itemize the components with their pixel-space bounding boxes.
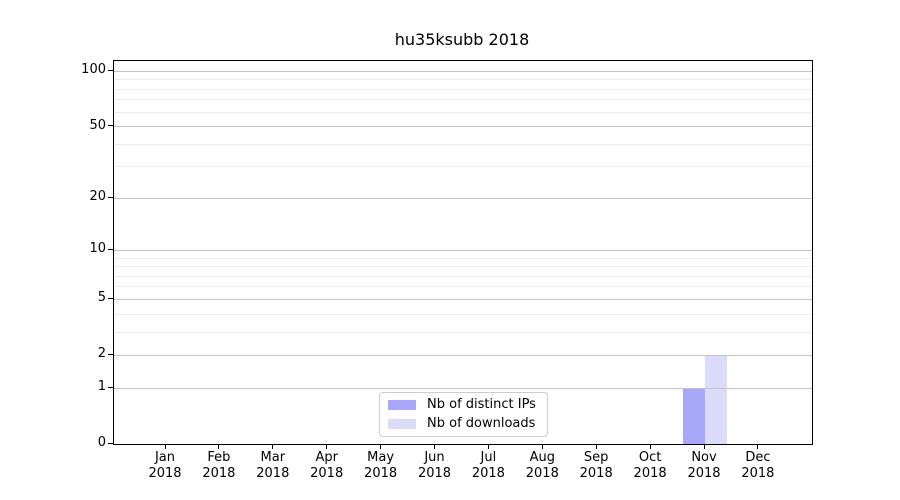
gridline-minor	[114, 286, 812, 288]
gridline-minor	[114, 166, 812, 168]
gridline-minor	[114, 111, 812, 113]
y-axis-tick	[108, 386, 113, 388]
x-tick-label: Aug 2018	[525, 450, 559, 481]
x-axis-tick	[218, 444, 220, 449]
gridline-minor	[114, 331, 812, 333]
gridline-minor	[114, 313, 812, 315]
chart-title: hu35ksubb 2018	[394, 30, 530, 49]
gridline-minor	[114, 275, 812, 277]
gridline-minor	[114, 266, 812, 268]
bar-downloads	[705, 355, 727, 444]
x-tick-label: Sep 2018	[579, 450, 613, 481]
y-tick-label: 5	[97, 290, 106, 306]
x-axis-tick	[272, 444, 274, 449]
x-axis-tick	[595, 444, 597, 449]
gridline-major	[114, 354, 812, 356]
x-axis-tick	[434, 444, 435, 449]
bar-distinct-ips	[683, 388, 705, 444]
gridline-minor	[114, 88, 812, 90]
y-axis-tick	[108, 442, 113, 444]
legend-label-distinct-ips: Nb of distinct IPs	[427, 397, 536, 412]
x-tick-label: Dec 2018	[741, 450, 775, 481]
x-tick-label: Mar 2018	[256, 450, 290, 481]
x-axis-tick	[541, 444, 543, 449]
y-tick-label: 1	[97, 379, 106, 395]
gridline-major	[114, 197, 812, 199]
y-tick-label: 100	[81, 62, 106, 78]
x-tick-label: Apr 2018	[310, 450, 344, 481]
x-tick-label: Nov 2018	[687, 450, 721, 481]
x-tick-label: Jan 2018	[148, 450, 182, 481]
y-axis-tick	[108, 248, 113, 250]
x-axis-tick	[703, 444, 705, 449]
y-tick-label: 10	[89, 241, 106, 257]
legend-item-downloads: Nb of downloads	[388, 416, 539, 432]
x-tick-label: Feb 2018	[202, 450, 236, 481]
x-tick-label: May 2018	[364, 450, 398, 481]
gridline-major	[114, 249, 812, 251]
y-axis-tick	[108, 69, 113, 71]
gridline-minor	[114, 79, 812, 81]
y-axis-tick	[108, 353, 113, 355]
gridline-major	[114, 298, 812, 300]
x-axis-tick	[326, 444, 328, 449]
gridline-major	[114, 70, 812, 72]
y-axis-tick	[108, 125, 113, 127]
y-tick-label: 2	[97, 346, 106, 362]
legend-item-distinct-ips: Nb of distinct IPs	[388, 397, 539, 413]
x-tick-label: Jul 2018	[471, 450, 505, 481]
y-tick-label: 0	[97, 435, 106, 450]
x-axis-tick	[164, 444, 166, 449]
plot-area	[113, 60, 813, 445]
legend-swatch-downloads-icon	[388, 419, 416, 429]
x-axis-tick	[487, 444, 489, 449]
y-tick-label: 20	[89, 189, 106, 205]
y-axis-tick	[108, 297, 113, 299]
gridline-major	[114, 126, 812, 128]
legend-label-downloads: Nb of downloads	[427, 416, 536, 431]
gridline-major	[114, 387, 812, 389]
gridline-minor	[114, 143, 812, 145]
x-tick-label: Oct 2018	[633, 450, 667, 481]
legend-swatch-distinct-ips-icon	[388, 400, 416, 410]
x-axis-tick	[649, 444, 651, 449]
legend: Nb of distinct IPs Nb of downloads	[379, 392, 548, 437]
x-tick-label: Jun 2018	[417, 450, 452, 481]
y-axis-tick	[108, 196, 113, 198]
x-axis-tick	[757, 444, 759, 449]
y-tick-label: 50	[89, 117, 106, 133]
x-axis-tick	[380, 444, 382, 449]
gridline-minor	[114, 257, 812, 259]
gridline-minor	[114, 99, 812, 101]
